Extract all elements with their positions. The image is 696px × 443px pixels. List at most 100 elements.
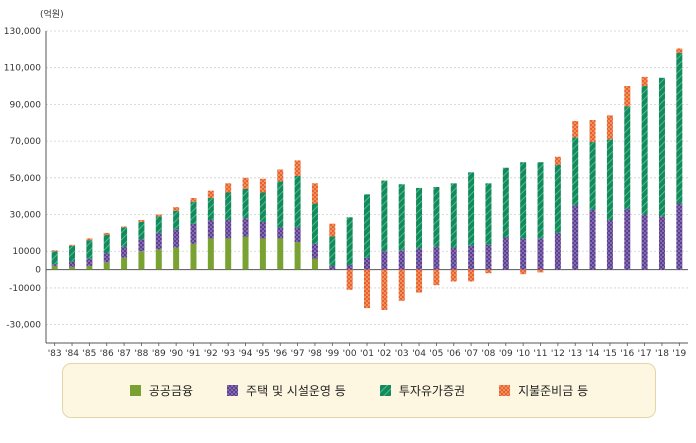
x-tick-label: '07 <box>464 349 478 359</box>
bar-segment-2 <box>103 253 110 263</box>
bar-segment-2 <box>537 238 544 270</box>
bar-segment-4 <box>329 223 336 237</box>
bar-segment-2 <box>121 246 128 258</box>
bar-segment-3 <box>589 142 596 210</box>
x-tick-label: '93 <box>221 349 235 359</box>
y-tick-label: -10000 <box>9 284 41 294</box>
bar-segment-2 <box>502 237 509 270</box>
x-tick-label: '90 <box>169 349 183 359</box>
legend-swatch-investment-securities <box>379 385 391 396</box>
bar-segment-3 <box>242 188 249 219</box>
bar-segment-2 <box>155 232 162 250</box>
bar-segment-3 <box>329 236 336 266</box>
bar-segment-4 <box>69 244 76 246</box>
y-tick-label: 50,000 <box>10 174 42 184</box>
bar-segment-4 <box>259 178 266 193</box>
bar-segment-2 <box>346 265 353 270</box>
y-tick-label: 10000 <box>12 247 41 257</box>
x-tick-label: '97 <box>291 349 305 359</box>
bar-segment-1 <box>138 251 145 270</box>
x-tick-label: '02 <box>377 349 391 359</box>
bar-segment-2 <box>207 220 214 239</box>
bar-segment-3 <box>311 203 318 244</box>
bar-segment-4 <box>190 198 197 202</box>
bar-segment-4 <box>121 226 128 228</box>
bar-segment-2 <box>364 257 370 270</box>
x-tick-label: '17 <box>638 349 652 359</box>
bar-segment-2 <box>676 203 683 270</box>
bar-segment-1 <box>242 236 249 270</box>
legend-label-public-finance: 공공금융 <box>148 384 194 398</box>
bar-segment-1 <box>51 265 58 270</box>
x-tick-label: '96 <box>273 349 287 359</box>
bar-segment-3 <box>537 162 544 239</box>
bar-segment-2 <box>259 221 266 239</box>
bar-segment-2 <box>311 243 318 259</box>
bar-segment-4 <box>641 76 648 87</box>
bar-segment-3 <box>69 245 76 262</box>
bar-segment-4 <box>433 269 440 286</box>
bar-segment-3 <box>364 194 370 258</box>
bar-segment-4 <box>51 250 58 252</box>
bar-segment-2 <box>433 246 440 270</box>
x-tick-label: '01 <box>360 349 374 359</box>
stacked-bar-chart: (억원) 130,000 110,000 90,000 70,000 50,000 30,… <box>4 8 688 359</box>
bar-segment-3 <box>606 139 613 221</box>
bar-segment-4 <box>572 120 579 138</box>
bar-segment-1 <box>294 242 301 270</box>
bar-segment-3 <box>641 86 648 215</box>
bar-segment-4 <box>624 86 631 107</box>
x-tick-label: '94 <box>239 349 253 359</box>
bar-segment-2 <box>173 229 180 248</box>
y-tick-label: 110,000 <box>4 64 41 74</box>
bar-segment-4 <box>311 183 318 204</box>
bar-segment-4 <box>277 169 284 182</box>
legend-label-investment-securities: 투자유가증권 <box>398 384 466 398</box>
bar-segment-4 <box>450 269 457 282</box>
bar-segment-1 <box>225 238 232 270</box>
x-tick-label: '83 <box>48 349 62 359</box>
x-tick-label: '84 <box>65 349 79 359</box>
legend-item-housing-facilities: 주택 및 시설운영 등 <box>227 382 346 399</box>
tick-labels: 130,000 110,000 90,000 70,000 50,000 30,000 10… <box>4 27 687 359</box>
legend-label-housing-facilities: 주택 및 시설운영 등 <box>246 384 346 398</box>
bar-segment-3 <box>398 184 405 251</box>
bar-segment-2 <box>51 264 58 266</box>
bar-segment-3 <box>86 240 93 259</box>
legend-swatch-housing-facilities <box>227 385 239 396</box>
x-tick-label: '13 <box>568 349 582 359</box>
bar-segment-2 <box>658 216 665 270</box>
bar-segment-2 <box>138 239 145 252</box>
x-tick-label: '86 <box>100 349 114 359</box>
bar-segment-3 <box>51 251 58 265</box>
x-tick-label: '95 <box>256 349 270 359</box>
bar-segment-2 <box>69 261 76 267</box>
x-tick-label: '19 <box>672 349 686 359</box>
legend-item-public-finance: 공공금융 <box>129 382 194 399</box>
bar-segment-4 <box>225 183 232 193</box>
bar-segment-3 <box>207 198 214 221</box>
bar-segment-4 <box>398 269 405 301</box>
bar-segment-2 <box>589 209 596 270</box>
x-tick-label: '98 <box>308 349 322 359</box>
y-tick-label: 0 <box>35 266 41 276</box>
bar-segment-4 <box>485 269 492 274</box>
bar-segment-2 <box>86 258 93 266</box>
bar-segment-1 <box>311 258 318 270</box>
bar-segment-4 <box>346 269 353 290</box>
bar-segment-3 <box>468 172 475 246</box>
y-axis-unit-label: (억원) <box>40 8 64 20</box>
bars <box>51 48 683 310</box>
x-tick-label: '06 <box>447 349 461 359</box>
bar-segment-3 <box>416 187 423 249</box>
bar-segment-4 <box>468 269 475 282</box>
bar-segment-4 <box>155 214 162 217</box>
x-tick-label: '16 <box>620 349 634 359</box>
bar-segment-3 <box>346 217 353 265</box>
bar-segment-3 <box>294 175 301 228</box>
bar-segment-3 <box>277 181 284 228</box>
bar-segment-4 <box>294 160 301 176</box>
bar-segment-1 <box>277 238 284 270</box>
x-tick-label: '87 <box>117 349 131 359</box>
x-tick-label: '12 <box>551 349 565 359</box>
